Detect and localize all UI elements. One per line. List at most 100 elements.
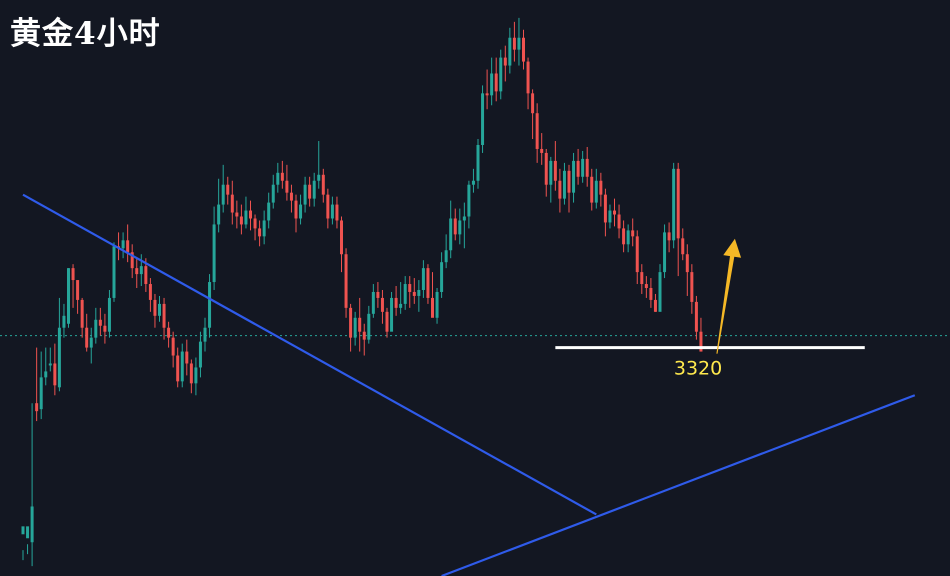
candle bbox=[653, 293, 657, 312]
candle bbox=[376, 282, 380, 308]
candle bbox=[617, 204, 621, 239]
candle-body bbox=[553, 160, 557, 181]
candle-body bbox=[690, 272, 694, 302]
candle-body bbox=[89, 337, 93, 348]
candle bbox=[21, 526, 25, 561]
candle-body bbox=[685, 254, 689, 273]
candle-body bbox=[417, 289, 421, 296]
candle-body bbox=[194, 367, 198, 384]
candle-body bbox=[203, 327, 207, 342]
candle-body bbox=[44, 371, 48, 378]
candle-body bbox=[444, 250, 448, 263]
candle bbox=[558, 168, 562, 213]
candle bbox=[367, 305, 371, 344]
candle bbox=[694, 295, 698, 340]
candle bbox=[503, 45, 507, 82]
candle bbox=[449, 200, 453, 259]
candle-body bbox=[653, 299, 657, 312]
candle-body bbox=[522, 37, 525, 62]
candle-body bbox=[235, 212, 239, 217]
candle-body bbox=[467, 184, 471, 217]
candle-body bbox=[103, 325, 107, 332]
candle bbox=[485, 69, 489, 110]
candle-body bbox=[603, 194, 607, 223]
candle bbox=[335, 196, 339, 229]
chart-title: 黄金4小时 bbox=[10, 16, 161, 52]
candle-body bbox=[435, 291, 439, 318]
candle-body bbox=[185, 351, 189, 364]
candle bbox=[189, 359, 193, 394]
candle bbox=[148, 278, 152, 312]
candle bbox=[508, 27, 512, 74]
candle bbox=[167, 321, 171, 348]
candle-body bbox=[512, 37, 516, 50]
candle-body bbox=[107, 297, 111, 332]
candle bbox=[517, 17, 521, 66]
candle bbox=[531, 89, 535, 140]
candle bbox=[267, 192, 271, 229]
candle bbox=[567, 164, 571, 213]
candle-body bbox=[421, 268, 425, 290]
candle-body bbox=[176, 355, 180, 382]
candle bbox=[39, 351, 43, 420]
candle-body bbox=[594, 180, 598, 203]
candle-body bbox=[449, 218, 453, 251]
candle bbox=[121, 232, 125, 259]
candle bbox=[431, 272, 434, 318]
candle-body bbox=[581, 158, 585, 177]
candle bbox=[353, 311, 357, 346]
candle-body bbox=[408, 284, 412, 292]
candle-body bbox=[303, 184, 307, 205]
candle bbox=[635, 230, 639, 285]
candle bbox=[280, 160, 284, 189]
candle bbox=[417, 280, 421, 312]
support-label: 3320 bbox=[674, 358, 722, 380]
candle-body bbox=[57, 327, 61, 388]
candle-body bbox=[462, 216, 466, 221]
candle bbox=[676, 162, 680, 277]
candle bbox=[317, 141, 321, 189]
candle-body bbox=[558, 180, 562, 199]
candle bbox=[198, 331, 202, 378]
candle bbox=[258, 220, 262, 247]
candle-body bbox=[80, 299, 84, 328]
candle-body bbox=[644, 284, 648, 288]
candle-body bbox=[48, 363, 52, 366]
candle-body bbox=[139, 266, 143, 275]
candle bbox=[80, 297, 84, 338]
candle-body bbox=[426, 268, 430, 298]
candle bbox=[358, 297, 362, 352]
candle bbox=[626, 224, 630, 253]
candle-body bbox=[253, 218, 257, 229]
candle bbox=[194, 357, 198, 396]
candle-body bbox=[380, 297, 384, 312]
candle-body bbox=[208, 282, 212, 328]
candle-body bbox=[226, 184, 230, 195]
candle-body bbox=[217, 204, 221, 225]
candle bbox=[57, 297, 61, 392]
candle bbox=[390, 291, 394, 332]
candle-body bbox=[390, 297, 394, 332]
candle-body bbox=[499, 57, 503, 92]
candle-body bbox=[212, 224, 216, 283]
candle-body bbox=[613, 210, 616, 215]
candle-body bbox=[126, 240, 130, 253]
candle bbox=[330, 196, 334, 225]
candle-body bbox=[180, 351, 184, 382]
candle-body bbox=[239, 216, 243, 225]
candle bbox=[153, 293, 157, 328]
candle bbox=[371, 284, 375, 318]
candle-body bbox=[230, 194, 234, 213]
candle bbox=[540, 133, 544, 165]
candle bbox=[403, 276, 407, 310]
candle bbox=[667, 222, 671, 253]
candle bbox=[130, 244, 134, 279]
candle bbox=[89, 327, 93, 364]
candle-series bbox=[21, 17, 703, 567]
candle bbox=[85, 313, 89, 352]
candle bbox=[221, 164, 225, 213]
candle bbox=[590, 168, 594, 211]
candle bbox=[585, 146, 589, 187]
candle bbox=[362, 323, 366, 356]
